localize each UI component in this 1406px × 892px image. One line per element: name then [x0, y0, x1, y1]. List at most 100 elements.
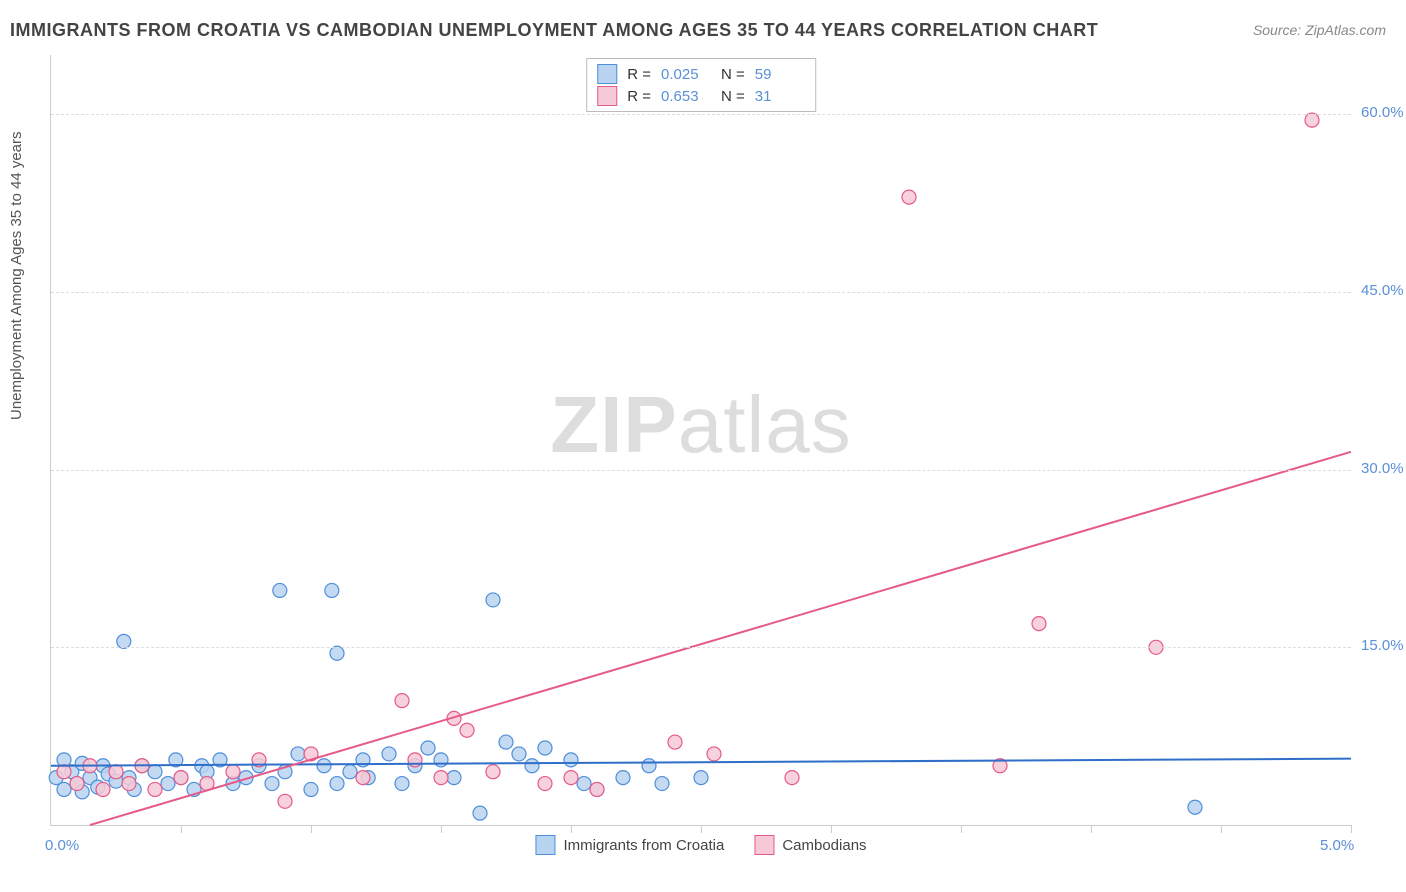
legend-swatch	[754, 835, 774, 855]
y-tick-label: 15.0%	[1361, 637, 1404, 654]
x-tick	[311, 825, 312, 833]
data-point	[616, 771, 630, 785]
data-point	[109, 765, 123, 779]
data-point	[486, 765, 500, 779]
data-point	[278, 794, 292, 808]
data-point	[148, 782, 162, 796]
legend-item: Immigrants from Croatia	[535, 835, 724, 855]
x-tick	[181, 825, 182, 833]
data-point	[564, 771, 578, 785]
legend-r-label: R =	[627, 88, 651, 105]
trend-line	[90, 452, 1351, 825]
data-point	[395, 777, 409, 791]
gridline	[51, 114, 1351, 115]
x-tick	[1091, 825, 1092, 833]
data-point	[174, 771, 188, 785]
data-point	[117, 634, 131, 648]
legend-n-value: 59	[755, 66, 805, 83]
legend-row: R = 0.025 N = 59	[597, 63, 805, 85]
chart-plot-area: ZIPatlas R =0.025N =59R =0.653N =31 Immi…	[50, 55, 1351, 826]
legend-swatch	[535, 835, 555, 855]
data-point	[499, 735, 513, 749]
x-axis-start-label: 0.0%	[45, 837, 79, 854]
data-point	[395, 694, 409, 708]
series-legend: Immigrants from Croatia Cambodians	[535, 835, 866, 855]
data-point	[317, 759, 331, 773]
data-point	[577, 777, 591, 791]
data-point	[512, 747, 526, 761]
gridline	[51, 470, 1351, 471]
data-point	[473, 806, 487, 820]
data-point	[434, 771, 448, 785]
y-axis-label: Unemployment Among Ages 35 to 44 years	[8, 131, 25, 420]
data-point	[421, 741, 435, 755]
legend-r-value: 0.653	[661, 88, 711, 105]
trend-line	[51, 759, 1351, 766]
x-tick	[1221, 825, 1222, 833]
legend-swatch	[597, 64, 617, 84]
data-point	[330, 777, 344, 791]
x-axis-end-label: 5.0%	[1320, 837, 1354, 854]
x-tick	[1351, 825, 1352, 833]
data-point	[447, 771, 461, 785]
data-point	[902, 190, 916, 204]
data-point	[668, 735, 682, 749]
y-tick-label: 60.0%	[1361, 104, 1404, 121]
data-point	[694, 771, 708, 785]
data-point	[291, 747, 305, 761]
legend-series-name: Cambodians	[782, 837, 866, 854]
gridline	[51, 647, 1351, 648]
data-point	[564, 753, 578, 767]
x-tick	[571, 825, 572, 833]
data-point	[525, 759, 539, 773]
correlation-legend: R = 0.025 N = 59 R = 0.653 N = 31	[586, 58, 816, 112]
legend-series-name: Immigrants from Croatia	[563, 837, 724, 854]
data-point	[486, 593, 500, 607]
data-point	[382, 747, 396, 761]
source-attribution: Source: ZipAtlas.com	[1253, 22, 1386, 38]
legend-row: R = 0.653 N = 31	[597, 85, 805, 107]
data-point	[707, 747, 721, 761]
legend-n-label: N =	[721, 88, 745, 105]
y-tick-label: 30.0%	[1361, 460, 1404, 477]
data-point	[356, 771, 370, 785]
data-point	[785, 771, 799, 785]
data-point	[538, 777, 552, 791]
data-point	[148, 765, 162, 779]
data-point	[590, 782, 604, 796]
legend-r-label: R =	[627, 66, 651, 83]
data-point	[343, 765, 357, 779]
legend-n-value: 31	[755, 88, 805, 105]
data-point	[460, 723, 474, 737]
data-point	[96, 782, 110, 796]
data-point	[273, 583, 287, 597]
chart-title: IMMIGRANTS FROM CROATIA VS CAMBODIAN UNE…	[10, 20, 1098, 41]
legend-n-label: N =	[721, 66, 745, 83]
data-point	[642, 759, 656, 773]
data-point	[325, 583, 339, 597]
data-point	[1032, 617, 1046, 631]
data-point	[226, 765, 240, 779]
data-point	[434, 753, 448, 767]
data-point	[70, 777, 84, 791]
data-point	[304, 782, 318, 796]
legend-item: Cambodians	[754, 835, 866, 855]
x-tick	[831, 825, 832, 833]
data-point	[1188, 800, 1202, 814]
data-point	[57, 782, 71, 796]
legend-r-value: 0.025	[661, 66, 711, 83]
scatter-svg	[51, 55, 1351, 825]
data-point	[655, 777, 669, 791]
y-tick-label: 45.0%	[1361, 282, 1404, 299]
data-point	[122, 777, 136, 791]
x-tick	[441, 825, 442, 833]
data-point	[265, 777, 279, 791]
legend-swatch	[597, 86, 617, 106]
data-point	[161, 777, 175, 791]
data-point	[330, 646, 344, 660]
data-point	[538, 741, 552, 755]
data-point	[57, 765, 71, 779]
gridline	[51, 292, 1351, 293]
x-tick	[961, 825, 962, 833]
x-tick	[701, 825, 702, 833]
